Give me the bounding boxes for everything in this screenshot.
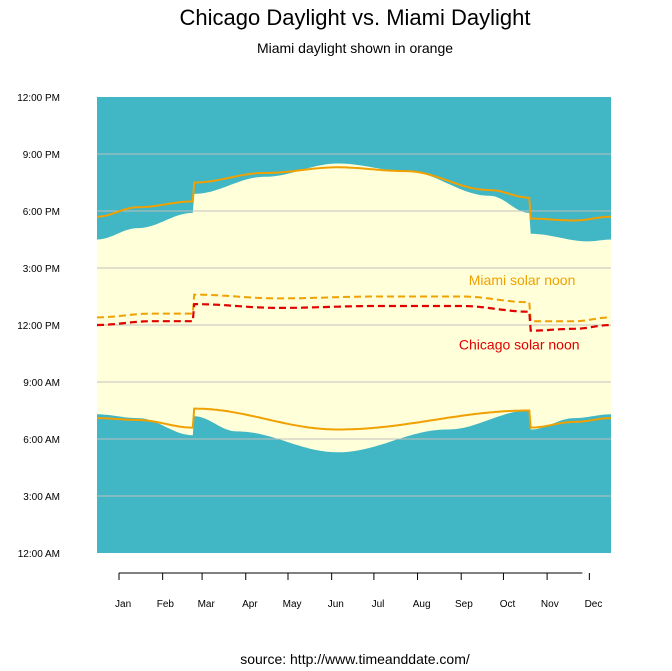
y-axis-ticks: 12:00 AM 3:00 AM 6:00 AM 9:00 AM 12:00 PM 3:0… [17,93,60,560]
chicago-solar-noon-label: Chicago solar noon [459,337,580,353]
miami-sunset-line [96,166,612,222]
y-tick-label: 9:00 PM [23,150,60,161]
miami-sunrise-line [97,407,612,431]
chart-subtitle: Miami daylight shown in orange [256,40,454,56]
y-tick-label: 12:00 PM [17,93,60,104]
x-tick-label: Jan [115,599,131,610]
y-tick-label: 9:00 AM [23,378,60,389]
x-tick-label: Oct [500,599,516,610]
x-tick-label: Mar [198,599,216,610]
x-tick-label: Jun [328,599,344,610]
x-axis: Jan Feb Mar Apr May Jun Jul Aug Sep Oct Nov Dec [115,572,603,610]
y-tick-label: 6:00 PM [23,207,60,218]
x-tick-label: Nov [541,599,559,610]
chicago-solar-noon-line [97,303,612,332]
chart-title: Chicago Daylight vs. Miami Daylight [179,5,531,30]
chicago-daylight-area [97,163,611,453]
y-tick-label: 3:00 PM [23,264,60,275]
source-caption: source: http://www.timeanddate.com/ [240,651,470,667]
gridlines [97,153,611,497]
x-tick-label: Sep [455,599,473,610]
y-tick-label: 12:00 PM [17,321,60,332]
x-tick-label: Jul [372,599,385,610]
x-tick-label: Dec [585,599,603,610]
x-tick-label: Feb [157,599,175,610]
y-tick-label: 6:00 AM [23,435,60,446]
x-tick-label: Apr [242,599,258,610]
y-tick-label: 3:00 AM [23,492,60,503]
x-tick-label: Aug [413,599,431,610]
miami-solar-noon-label: Miami solar noon [469,272,576,288]
y-tick-label: 12:00 AM [18,549,60,560]
x-tick-label: May [283,599,302,610]
